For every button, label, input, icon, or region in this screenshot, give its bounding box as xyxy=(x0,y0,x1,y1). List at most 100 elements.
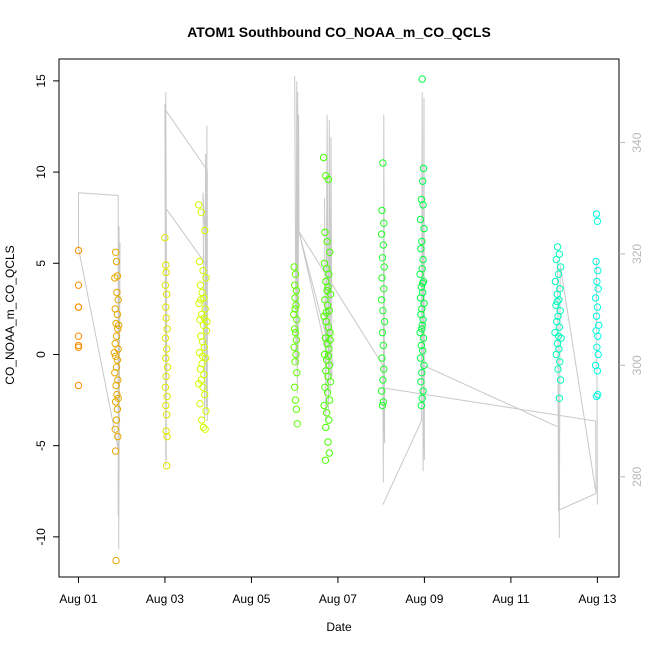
data-point xyxy=(199,383,207,391)
data-point xyxy=(292,336,301,344)
data-point xyxy=(419,387,427,395)
data-point xyxy=(553,339,562,348)
data-point xyxy=(378,328,387,337)
data-point xyxy=(196,281,205,289)
data-point xyxy=(552,301,560,309)
y-tick-label: -5 xyxy=(34,440,48,451)
x-tick-label: Aug 05 xyxy=(232,592,270,606)
data-point xyxy=(420,361,428,370)
data-point xyxy=(162,314,170,322)
data-point xyxy=(115,321,123,329)
data-point xyxy=(162,401,170,410)
data-point xyxy=(377,230,386,238)
data-point xyxy=(201,226,209,235)
data-point xyxy=(326,328,334,337)
data-point xyxy=(378,274,386,282)
data-point xyxy=(198,416,206,424)
data-point xyxy=(420,224,428,233)
data-point xyxy=(113,356,122,364)
data-point xyxy=(594,390,602,399)
data-point xyxy=(324,175,333,184)
series-5 xyxy=(319,153,335,464)
data-point xyxy=(291,328,300,337)
data-point xyxy=(416,294,425,302)
data-point xyxy=(325,449,333,457)
data-point xyxy=(323,237,331,246)
data-point xyxy=(290,310,298,319)
data-point xyxy=(202,327,211,335)
data-point xyxy=(292,350,300,359)
trace-segment-1 xyxy=(164,92,208,466)
data-point xyxy=(594,332,602,340)
data-point xyxy=(419,316,427,324)
data-point xyxy=(322,172,330,180)
data-point xyxy=(416,354,425,362)
data-point xyxy=(163,325,171,333)
data-point xyxy=(379,307,387,315)
data-point xyxy=(591,294,600,302)
data-point xyxy=(379,159,387,167)
data-point xyxy=(555,250,563,258)
data-point xyxy=(74,332,83,340)
data-point xyxy=(111,339,119,348)
data-point xyxy=(161,334,170,342)
data-point xyxy=(552,350,560,359)
data-point xyxy=(552,255,560,264)
data-point xyxy=(201,425,209,433)
data-point xyxy=(114,325,122,333)
data-point xyxy=(112,332,121,340)
data-point xyxy=(199,266,207,275)
data-point xyxy=(197,296,205,304)
data-point xyxy=(74,381,83,390)
data-point xyxy=(592,392,601,401)
right-y-axis: 280 300 320 340 xyxy=(619,132,644,487)
data-point xyxy=(553,297,561,306)
trace-segment-2 xyxy=(166,125,208,422)
series-9 xyxy=(591,210,603,401)
data-point xyxy=(325,345,333,353)
data-point xyxy=(326,396,334,404)
data-point xyxy=(163,432,171,441)
y2-tick-label: 300 xyxy=(630,355,644,375)
x-tick-label: Aug 11 xyxy=(492,592,529,606)
data-point xyxy=(554,270,563,278)
data-points xyxy=(74,75,603,565)
data-point xyxy=(161,383,170,391)
data-point xyxy=(195,299,203,308)
data-point xyxy=(114,345,122,353)
data-point xyxy=(322,308,330,317)
data-point xyxy=(113,390,121,399)
data-point xyxy=(321,228,329,237)
data-point xyxy=(161,281,170,289)
data-point xyxy=(593,303,602,311)
data-point xyxy=(161,234,169,242)
data-point xyxy=(326,378,335,386)
data-point xyxy=(198,352,207,360)
data-point xyxy=(555,323,563,331)
data-point xyxy=(592,327,600,335)
data-point xyxy=(326,336,334,344)
data-point xyxy=(418,321,426,329)
data-point xyxy=(419,279,427,287)
data-point xyxy=(594,266,602,275)
data-point xyxy=(195,201,203,209)
data-point xyxy=(594,285,602,293)
data-point xyxy=(202,407,210,415)
data-point xyxy=(321,456,330,464)
data-point xyxy=(419,201,427,209)
data-point xyxy=(203,317,211,326)
y-tick-label: 5 xyxy=(34,260,48,267)
data-point xyxy=(111,447,120,455)
x-tick-label: Aug 03 xyxy=(146,592,184,606)
trace-segment-5 xyxy=(298,114,386,483)
data-point xyxy=(322,423,330,432)
data-point xyxy=(416,270,424,278)
y-tick-label: 10 xyxy=(34,165,48,179)
data-point xyxy=(417,341,426,350)
data-point xyxy=(378,206,386,215)
data-point xyxy=(321,334,330,342)
data-point xyxy=(201,390,209,399)
data-point xyxy=(112,416,121,424)
data-point xyxy=(163,462,171,470)
data-point xyxy=(379,241,387,249)
